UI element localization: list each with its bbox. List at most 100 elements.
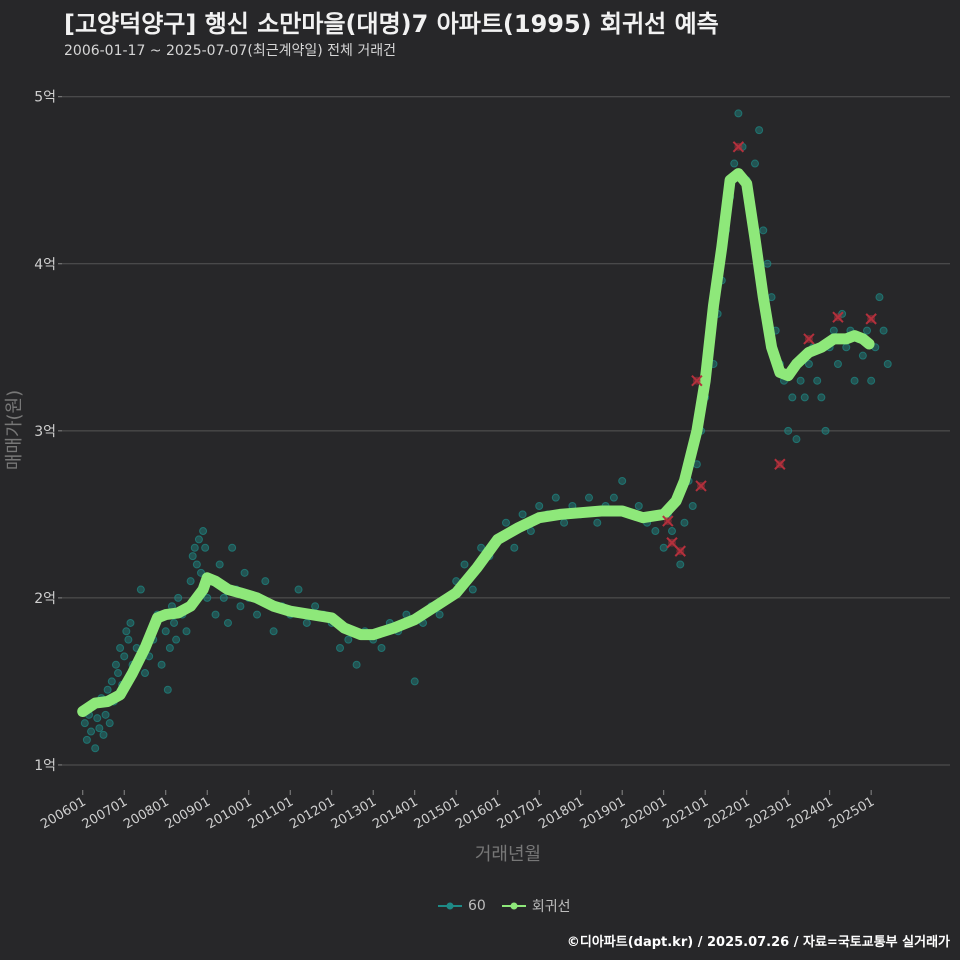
scatter-point (821, 426, 830, 435)
legend-item-regression: 회귀선 (501, 896, 571, 916)
scatter-point (80, 719, 89, 728)
x-tick-label: 201101 (246, 794, 296, 832)
scatter-point (116, 644, 125, 652)
scatter-point (111, 660, 120, 669)
scatter-point (468, 585, 477, 594)
chart-subtitle: 2006-01-17 ~ 2025-07-07(최근계약일) 전체 거래건 (64, 43, 396, 59)
scatter-point (584, 493, 593, 502)
scatter-point (593, 518, 602, 527)
scatter-point (784, 426, 793, 435)
scatter-point (311, 602, 320, 611)
scatter-point (126, 618, 135, 627)
scatter-point (759, 226, 768, 235)
scatter-point (219, 593, 228, 602)
scatter-point (120, 652, 129, 661)
regression-line-group (77, 168, 875, 717)
y-tick-label: 5억 (34, 90, 56, 106)
y-tick-label: 3억 (34, 424, 56, 440)
x-tick-label: 202001 (619, 794, 669, 832)
scatter-point (192, 560, 201, 569)
scatter-point (659, 543, 668, 552)
scatter-point (634, 502, 643, 510)
scatter-point (460, 560, 469, 569)
x-tick-label: 201801 (536, 794, 586, 832)
scatter-point (188, 552, 197, 561)
scatter-point (867, 376, 876, 385)
x-tick-label: 201401 (370, 794, 420, 832)
scatter-point (688, 502, 697, 510)
highlight-markers (662, 141, 877, 557)
scatter-point (105, 719, 114, 728)
scatter-point (186, 577, 195, 586)
scatter-point (215, 560, 224, 569)
scatter-point (228, 543, 237, 552)
scatter-point (858, 351, 867, 360)
scatter-point (122, 627, 131, 636)
scatter-point (344, 635, 353, 644)
scatter-point (792, 435, 801, 444)
scatter-point (211, 610, 220, 619)
scatter-point (203, 593, 212, 602)
scatter-point (883, 360, 892, 368)
scatter-point (829, 326, 838, 335)
scatter-point (107, 677, 116, 686)
scatter-point (163, 685, 172, 694)
scatter-point (124, 635, 133, 644)
scatter-point (101, 710, 110, 719)
scatter-point (336, 644, 345, 652)
scatter-point (172, 635, 181, 644)
scatter-point (477, 543, 486, 552)
scatter-point (410, 677, 419, 686)
x-axis-ticks: 2006012007012008012009012010012011012012… (38, 790, 877, 832)
x-tick-label: 201601 (453, 794, 503, 832)
x-tick-label: 201301 (329, 794, 379, 832)
scatter-point (170, 618, 179, 627)
scatter-point (842, 343, 851, 352)
scatter-point (817, 393, 826, 402)
scatter-point (103, 685, 112, 694)
y-tick-label: 2억 (34, 591, 56, 607)
scatter-point (91, 744, 100, 753)
x-tick-label: 202201 (702, 794, 752, 832)
x-tick-label: 202501 (827, 794, 877, 832)
scatter-point (223, 618, 232, 627)
highlight-cross (674, 545, 686, 557)
scatter-point (269, 627, 278, 636)
scatter-point (875, 293, 884, 302)
scatter-point (750, 159, 759, 168)
highlight-cross (691, 374, 703, 387)
scatter-point (302, 618, 311, 627)
scatter-point (136, 585, 145, 594)
scatter-point (377, 644, 386, 652)
legend-label-regression: 회귀선 (531, 899, 571, 915)
scatter-point (850, 376, 859, 385)
scatter-point (435, 610, 444, 619)
scatter-point (833, 360, 842, 368)
scatter-point (199, 527, 208, 536)
scatter-point (87, 727, 96, 736)
x-tick-label: 202301 (744, 794, 794, 832)
scatter-point (82, 735, 91, 744)
highlight-cross (662, 515, 674, 527)
legend-label-points: 60 (468, 898, 486, 914)
x-tick-label: 200801 (121, 794, 171, 832)
x-tick-label: 200701 (80, 794, 130, 832)
scatter-point (667, 527, 676, 536)
scatter-point (157, 660, 166, 669)
highlight-cross (803, 333, 815, 345)
x-tick-label: 202101 (661, 794, 711, 832)
scatter-point (609, 493, 618, 502)
scatter-point (194, 535, 203, 544)
x-tick-label: 201501 (412, 794, 462, 832)
scatter-point (651, 527, 660, 536)
scatter-point (174, 593, 183, 602)
scatter-point (618, 476, 627, 485)
scatter-point (140, 669, 149, 678)
legend: 60 회귀선 (438, 896, 578, 916)
scatter-point (879, 326, 888, 335)
y-tick-label: 1억 (34, 758, 56, 774)
scatter-point (800, 393, 809, 402)
scatter-point (201, 543, 210, 552)
legend-regression-swatch (501, 902, 526, 910)
